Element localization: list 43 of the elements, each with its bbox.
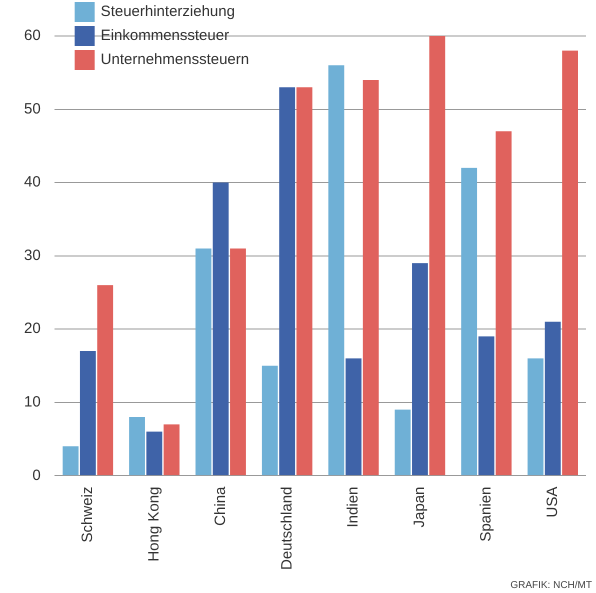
- bar: [328, 65, 344, 476]
- x-tick-label: China: [212, 486, 229, 526]
- bar: [164, 424, 180, 476]
- y-tick-label: 50: [24, 100, 41, 118]
- bar: [296, 87, 312, 476]
- bar: [230, 248, 246, 476]
- bar: [62, 446, 79, 476]
- bar: [478, 336, 494, 476]
- x-tick-label: Schweiz: [79, 486, 96, 542]
- x-tick-label: Spanien: [478, 486, 495, 542]
- bar: [544, 322, 561, 476]
- bar: [262, 366, 278, 476]
- bar: [212, 182, 229, 476]
- legend-label: Einkommenssteuer: [100, 27, 230, 44]
- x-tick-label: Japan: [411, 486, 428, 528]
- bar: [362, 80, 379, 476]
- y-tick-label: 0: [32, 466, 41, 484]
- y-tick-label: 60: [24, 27, 41, 44]
- legend-label: Unternehmenssteuern: [100, 51, 250, 68]
- bar: [346, 358, 362, 476]
- x-tick-label: Deutschland: [278, 486, 296, 570]
- bar: [394, 410, 411, 476]
- bar: [429, 36, 446, 476]
- bar: [562, 50, 578, 476]
- bar: [196, 248, 212, 476]
- bar: [80, 351, 96, 476]
- bar: [129, 417, 145, 476]
- x-tick-label: USA: [544, 486, 561, 518]
- y-tick-label: 30: [24, 246, 41, 264]
- bar: [461, 168, 478, 476]
- bar: [279, 87, 296, 476]
- y-tick-label: 40: [24, 174, 41, 191]
- bar: [528, 358, 544, 476]
- bar: [496, 131, 512, 476]
- bar: [146, 432, 162, 476]
- x-tick-label: Indien: [344, 486, 362, 528]
- legend-label: Steuerhinterziehung: [100, 3, 235, 20]
- text: GRAFIK: NCH/MT: [510, 580, 592, 591]
- y-tick-label: 20: [24, 320, 41, 338]
- bar: [412, 263, 428, 476]
- x-tick-label: Hong Kong: [145, 486, 162, 562]
- bar: [97, 285, 114, 476]
- y-tick-label: 10: [24, 393, 41, 410]
